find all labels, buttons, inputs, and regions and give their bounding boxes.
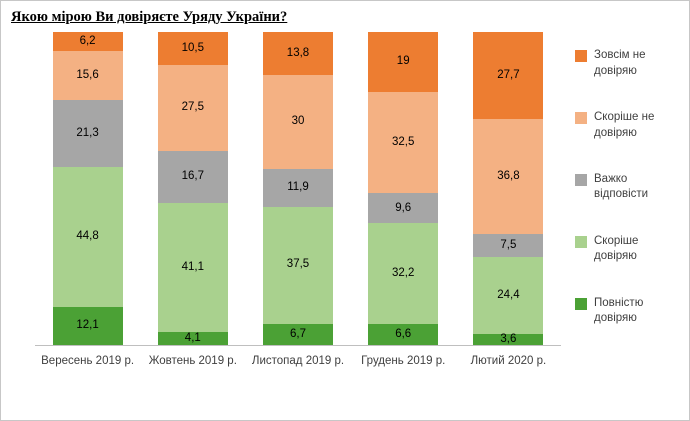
bar-segment: 32,5 (368, 91, 439, 194)
segment-value-label: 30 (291, 115, 305, 128)
bar-segment: 11,9 (263, 169, 333, 207)
legend-item: Зовсім не довіряю (575, 48, 681, 79)
bar-segment: 12,1 (52, 307, 123, 345)
legend-swatch (575, 235, 587, 248)
bar-segment: 6,7 (263, 323, 333, 345)
stacked-bar: 13,8 30 11,9 37,5 6,7 (263, 32, 333, 345)
bar-column: 19 32,5 9,6 32,2 6,6 (351, 32, 456, 345)
bar-segment: 9,6 (368, 193, 439, 224)
segment-value-label: 11,9 (287, 181, 309, 194)
segment-value-label: 6,6 (395, 327, 412, 340)
legend-label: Зовсім не довіряю (594, 49, 646, 77)
x-axis-labels: Вересень 2019 р. Жовтень 2019 р. Листопад … (35, 346, 561, 367)
legend: Зовсім не довіряю Скоріше не довіряю Важко… (561, 32, 681, 367)
stacked-bar: 19 32,5 9,6 32,2 6,6 (368, 32, 439, 345)
category-label: Грудень 2019 р. (361, 355, 446, 367)
bar-segment: 27,7 (473, 32, 544, 119)
bar-segment: 6,6 (368, 324, 439, 345)
bar-segment: 16,7 (157, 151, 228, 204)
category-label: Лютий 2020 р. (470, 355, 547, 367)
legend-item: Важко відповісти (575, 172, 681, 203)
plot-area: 6,2 15,6 21,3 44,8 12,1 10,5 27,5 16,7 41,1 4,1 13… (9, 32, 561, 367)
bar-segment: 36,8 (473, 118, 544, 234)
segment-value-label: 41,1 (181, 260, 204, 273)
chart-title: Якою мірою Ви довіряєте Уряду України? (11, 9, 288, 25)
segment-value-label: 37,5 (286, 258, 310, 271)
segment-value-label: 9,6 (395, 201, 412, 214)
stacked-bar: 10,5 27,5 16,7 41,1 4,1 (157, 32, 228, 345)
segment-value-label: 4,1 (184, 331, 201, 344)
bar-column: 13,8 30 11,9 37,5 6,7 (245, 32, 350, 345)
legend-item: Повністю довіряю (575, 296, 681, 327)
bar-segment: 6,2 (52, 32, 123, 52)
bar-segment: 13,8 (263, 32, 333, 76)
segment-value-label: 6,2 (79, 34, 96, 47)
bar-segment: 24,4 (473, 257, 544, 334)
bar-segment: 27,5 (157, 64, 228, 152)
stacked-bar: 27,7 36,8 7,5 24,4 3,6 (473, 32, 544, 345)
bar-column: 27,7 36,8 7,5 24,4 3,6 (456, 32, 561, 345)
category-label: Листопад 2019 р. (251, 355, 345, 367)
stacked-bar-chart: 6,2 15,6 21,3 44,8 12,1 10,5 27,5 16,7 41,1 4,1 13… (9, 32, 681, 367)
legend-label: Скоріше довіряю (594, 234, 639, 263)
bar-segment: 4,1 (157, 331, 228, 345)
bar-segment: 7,5 (473, 233, 544, 258)
bar-segment: 15,6 (52, 51, 123, 101)
legend-swatch (575, 111, 587, 124)
legend-item: Скоріше не довіряю (575, 110, 681, 141)
category-label: Жовтень 2019 р. (148, 355, 237, 367)
segment-value-label: 36,8 (497, 169, 520, 182)
segment-value-label: 12,1 (76, 319, 99, 332)
bar-segment: 41,1 (157, 203, 228, 333)
segment-value-label: 10,5 (181, 41, 204, 54)
bar-segment: 30 (263, 75, 333, 170)
segment-value-label: 32,5 (392, 135, 415, 148)
segment-value-label: 16,7 (181, 170, 204, 183)
segment-value-label: 7,5 (500, 238, 517, 251)
legend-item: Скоріше довіряю (575, 234, 681, 265)
segment-value-label: 27,7 (497, 68, 520, 81)
bar-segment: 37,5 (263, 206, 333, 324)
bar-segment: 32,2 (368, 223, 439, 325)
bar-segment: 10,5 (157, 32, 228, 65)
legend-label: Важко відповісти (594, 172, 649, 201)
segment-value-label: 3,6 (500, 332, 517, 345)
legend-label: Повністю довіряю (594, 296, 644, 325)
segment-value-label: 13,8 (286, 46, 310, 59)
legend-label: Скоріше не довіряю (594, 110, 655, 139)
bar-segment: 21,3 (52, 100, 123, 167)
bar-column: 10,5 27,5 16,7 41,1 4,1 (140, 32, 245, 345)
segment-value-label: 21,3 (76, 126, 99, 139)
legend-swatch (575, 173, 587, 186)
legend-swatch (575, 297, 587, 310)
bar-segment: 19 (368, 32, 439, 92)
category-label: Вересень 2019 р. (41, 355, 135, 367)
segment-value-label: 24,4 (497, 288, 520, 301)
segment-value-label: 15,6 (76, 69, 99, 82)
bar-column: 6,2 15,6 21,3 44,8 12,1 (35, 32, 140, 345)
bars-container: 6,2 15,6 21,3 44,8 12,1 10,5 27,5 16,7 41,1 4,1 13… (35, 32, 561, 346)
bar-segment: 3,6 (473, 332, 544, 345)
segment-value-label: 44,8 (76, 230, 99, 243)
bar-segment: 44,8 (52, 166, 123, 308)
segment-value-label: 32,2 (392, 267, 415, 280)
legend-swatch (575, 50, 587, 62)
segment-value-label: 19 (396, 55, 410, 67)
segment-value-label: 6,7 (290, 327, 306, 340)
stacked-bar: 6,2 15,6 21,3 44,8 12,1 (52, 32, 123, 345)
segment-value-label: 27,5 (181, 101, 204, 114)
